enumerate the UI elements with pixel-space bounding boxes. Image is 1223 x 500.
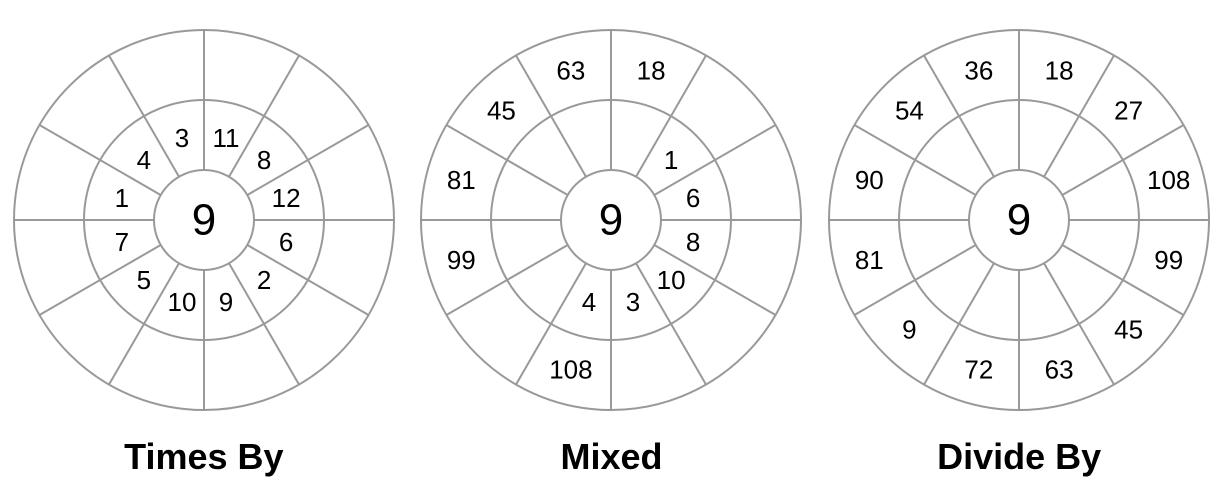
wheel-0: 9118126291057143Times By: [4, 20, 404, 478]
inner-cell-5: 9: [219, 287, 233, 317]
outer-cell-1: 27: [1114, 95, 1143, 125]
inner-cell-1: 1: [664, 145, 678, 175]
outer-cell-5: 63: [1045, 355, 1074, 385]
outer-cell-0: 18: [637, 55, 666, 85]
inner-cell-6: 10: [167, 287, 196, 317]
outer-cell-11: 63: [557, 55, 586, 85]
outer-cell-6: 72: [965, 355, 994, 385]
wheel-title: Mixed: [560, 436, 662, 478]
center-number: 9: [192, 196, 216, 245]
inner-cell-11: 3: [175, 123, 189, 153]
wheel-svg: 9118126291057143: [4, 20, 404, 420]
inner-cell-3: 6: [279, 227, 293, 257]
outer-cell-8: 81: [855, 245, 884, 275]
outer-cell-9: 90: [855, 165, 884, 195]
outer-cell-10: 45: [487, 95, 516, 125]
outer-cell-3: 99: [1154, 245, 1183, 275]
inner-cell-2: 6: [686, 183, 700, 213]
inner-cell-3: 8: [686, 227, 700, 257]
center-number: 9: [599, 196, 623, 245]
inner-cell-7: 5: [136, 265, 150, 295]
wheel-svg: 9 16 810 34 18 108 99 81 45 63: [411, 20, 811, 420]
inner-cell-0: 11: [212, 123, 239, 153]
outer-cell-10: 54: [895, 95, 924, 125]
outer-cell-11: 36: [965, 55, 994, 85]
center-number: 9: [1007, 196, 1031, 245]
inner-cell-10: 4: [136, 145, 150, 175]
outer-cell-2: 108: [1147, 165, 1190, 195]
inner-cell-8: 7: [114, 227, 128, 257]
wheel-title: Divide By: [937, 436, 1101, 478]
inner-cell-6: 4: [582, 287, 596, 317]
inner-cell-1: 8: [257, 145, 271, 175]
outer-cell-4: 45: [1114, 315, 1143, 345]
outer-cell-6: 108: [550, 355, 593, 385]
outer-cell-8: 99: [447, 245, 476, 275]
wheel-svg: 9 18 27 108 99 45 63 72 9 81 90 54 36: [819, 20, 1219, 420]
inner-cell-2: 12: [271, 183, 300, 213]
inner-cell-5: 3: [626, 287, 640, 317]
wheel-1: 9 16 810 34 18 108 99 81 45 63 Mixed: [411, 20, 811, 478]
inner-cell-4: 2: [257, 265, 271, 295]
outer-cell-0: 18: [1045, 55, 1074, 85]
outer-cell-9: 81: [447, 165, 476, 195]
wheel-2: 9 18 27 108 99 45 63 72 9 81 90 54 36 Divide By: [819, 20, 1219, 478]
outer-cell-7: 9: [902, 315, 916, 345]
inner-cell-4: 10: [657, 265, 686, 295]
inner-cell-9: 1: [114, 183, 128, 213]
wheel-title: Times By: [124, 436, 283, 478]
